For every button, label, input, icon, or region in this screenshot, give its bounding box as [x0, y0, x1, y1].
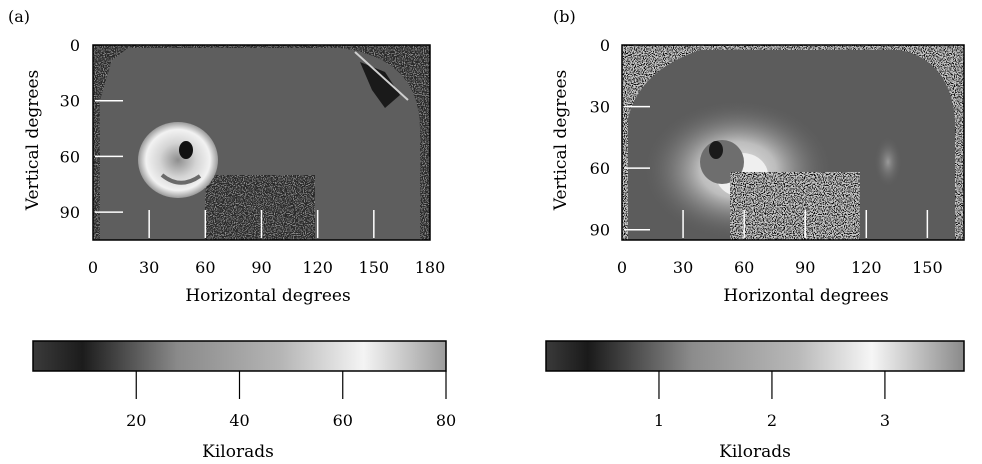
x-axis-label: Horizontal degrees [723, 286, 888, 306]
x-tick-label: 30 [139, 258, 159, 277]
x-tick-label: 150 [359, 258, 390, 277]
colorbar-tick-label: 3 [880, 411, 890, 430]
x-tick-label: 120 [851, 258, 882, 277]
x-tick-label: 60 [195, 258, 215, 277]
colorbar [545, 340, 965, 372]
panel-label: (a) [8, 7, 30, 26]
y-axis-label: Vertical degrees [23, 70, 43, 211]
x-tick-label: 120 [302, 258, 333, 277]
y-tick-label: 60 [590, 159, 610, 178]
colorbar-label: Kilorads [202, 442, 274, 462]
x-tick-label: 90 [795, 258, 815, 277]
colorbar [32, 340, 447, 372]
y-tick-label: 0 [600, 36, 610, 55]
panel-label: (b) [553, 7, 576, 26]
x-tick-label: 0 [88, 258, 98, 277]
y-tick-label: 60 [60, 147, 80, 166]
y-axis-label: Vertical degrees [551, 70, 571, 211]
plot-frame [92, 44, 431, 241]
colorbar-tick-label: 20 [126, 411, 146, 430]
y-tick-label: 0 [70, 36, 80, 55]
panel-b: (b) 0 30 60 90 120 150 0 30 60 90 Horizontal deg… [545, 7, 965, 462]
x-tick-label: 180 [415, 258, 446, 277]
heatmap-image [93, 45, 430, 240]
y-tick-label: 30 [590, 98, 610, 117]
colorbar-tick-label: 40 [229, 411, 249, 430]
heatmap-image [622, 45, 964, 240]
colorbar-tick-label: 60 [333, 411, 353, 430]
x-tick-label: 150 [912, 258, 943, 277]
colorbar-label: Kilorads [719, 442, 791, 462]
plot-frame [621, 44, 965, 241]
y-tick-label: 30 [60, 92, 80, 111]
x-tick-label: 0 [617, 258, 627, 277]
x-tick-label: 90 [251, 258, 271, 277]
x-tick-label: 30 [673, 258, 693, 277]
colorbar-tick-label: 1 [654, 411, 664, 430]
panel-a: (a) 0 30 60 90 120 150 180 0 30 60 90 Horizontal … [8, 7, 456, 462]
y-tick-label: 90 [60, 203, 80, 222]
x-axis-label: Horizontal degrees [185, 286, 350, 306]
x-tick-label: 60 [734, 258, 754, 277]
colorbar-tick-label: 2 [767, 411, 777, 430]
colorbar-tick-label: 80 [436, 411, 456, 430]
y-tick-label: 90 [590, 221, 610, 240]
